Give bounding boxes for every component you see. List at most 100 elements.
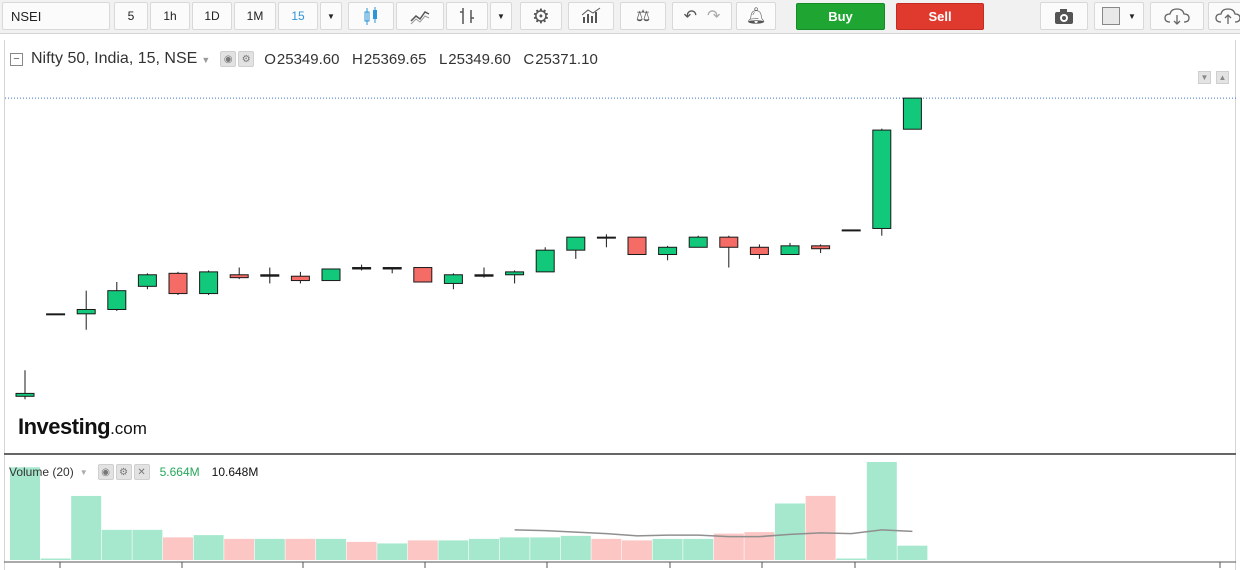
volume-title[interactable]: Volume (20)	[9, 465, 74, 479]
candle-body	[535, 249, 555, 273]
volume-legend: Volume (20) ▼ ◉ ⚙ ✕ 5.664M 10.648M	[9, 464, 258, 480]
interval-1m-button[interactable]: 1M	[234, 2, 276, 30]
candle-body	[719, 236, 739, 248]
settings-button[interactable]: ⚙	[520, 2, 562, 30]
candle-body	[76, 308, 96, 315]
area-style-button[interactable]	[396, 2, 444, 30]
candle-body	[382, 267, 402, 270]
bars-style-button[interactable]	[446, 2, 488, 30]
candle-body	[199, 271, 219, 295]
volume-ma-value: 10.648M	[211, 465, 259, 479]
undo-redo-group: ↶ ↷	[672, 2, 732, 30]
volume-bar	[285, 538, 316, 560]
volume-bar	[866, 462, 897, 560]
low-value: 25349.60	[448, 50, 511, 68]
open-value: 25349.60	[276, 50, 340, 68]
candle-body	[596, 236, 616, 239]
redo-icon[interactable]: ↷	[707, 8, 721, 25]
symbol-search-box[interactable]: NSEI	[2, 2, 110, 30]
gear-icon[interactable]: ⚙	[115, 464, 132, 480]
add-alert-button[interactable]: 🔔︎	[736, 2, 776, 30]
interval-15-button[interactable]: 15	[278, 2, 318, 30]
bars-icon	[460, 8, 474, 24]
volume-value: 5.664M	[159, 465, 200, 479]
buy-button[interactable]: Buy	[796, 3, 885, 30]
top-toolbar: NSEI 5 1h 1D 1M 15 ▼ ▼ ⚙ ⚖ ↶ ↷ 🔔︎ Buy Sel…	[0, 0, 1240, 34]
candle-body	[566, 236, 586, 251]
volume-bar	[713, 533, 744, 560]
interval-5-button[interactable]: 5	[114, 2, 148, 30]
volume-bar	[530, 537, 561, 560]
snapshot-button[interactable]	[1040, 2, 1088, 30]
area-chart-icon	[410, 11, 430, 25]
candle-body	[260, 274, 280, 277]
chart-style-dropdown-button[interactable]: ▼	[490, 2, 512, 30]
volume-bar	[499, 537, 530, 560]
scales-icon: ⚖	[635, 8, 651, 25]
volume-bar	[132, 529, 163, 560]
collapse-legend-icon[interactable]: −	[10, 52, 23, 66]
volume-bar	[163, 537, 193, 560]
compare-button[interactable]: ⚖	[620, 2, 666, 30]
volume-bar	[836, 558, 867, 560]
candle-body	[168, 272, 188, 295]
camera-icon	[1055, 9, 1073, 24]
undo-icon[interactable]: ↶	[683, 8, 697, 25]
candle-body	[780, 245, 800, 256]
logo-brand: Investing	[18, 414, 111, 439]
cloud-upload-icon	[1215, 8, 1240, 24]
volume-ma-line	[514, 529, 913, 538]
close-icon[interactable]: ✕	[133, 464, 150, 480]
layout-button[interactable]: ▼	[1094, 2, 1144, 30]
volume-bar	[683, 538, 714, 560]
interval-dropdown-button[interactable]: ▼	[320, 2, 342, 30]
candles-style-button[interactable]	[348, 2, 394, 30]
candle-body	[688, 236, 708, 248]
interval-1d-button[interactable]: 1D	[192, 2, 232, 30]
gear-icon[interactable]: ⚙	[238, 51, 255, 67]
save-cloud-button[interactable]	[1150, 2, 1204, 30]
volume-bar	[40, 558, 71, 560]
sell-button[interactable]: Sell	[896, 3, 984, 30]
interval-1h-button[interactable]: 1h	[150, 2, 190, 30]
volume-bar	[316, 538, 346, 560]
open-key: O	[264, 50, 276, 68]
series-title[interactable]: Nifty 50, India, 15, NSE	[31, 50, 198, 67]
candle-body	[229, 274, 249, 279]
volume-bar	[377, 543, 408, 560]
gear-icon: ⚙	[532, 5, 550, 28]
caret-down-icon[interactable]: ▼	[201, 55, 211, 65]
candle-body	[137, 274, 157, 287]
candle-body	[352, 267, 372, 270]
candle-body	[290, 275, 310, 282]
pane-separator[interactable]	[4, 453, 1236, 455]
scroll-up-icon[interactable]: ▲	[1216, 71, 1229, 84]
load-cloud-button[interactable]	[1208, 2, 1240, 30]
candle-body	[627, 236, 647, 256]
volume-bar	[346, 541, 377, 560]
candle-body	[841, 229, 861, 232]
caret-down-icon: ▼	[1128, 11, 1136, 21]
candle-body	[443, 274, 463, 284]
chart-area[interactable]	[4, 40, 1236, 570]
candle-body	[321, 268, 341, 282]
close-key: C	[523, 50, 535, 68]
caret-down-icon: ▼	[497, 11, 505, 21]
volume-bar	[469, 538, 499, 560]
eye-icon[interactable]: ◉	[220, 51, 237, 67]
eye-icon[interactable]: ◉	[97, 464, 114, 480]
indicators-button[interactable]	[568, 2, 614, 30]
volume-bar	[101, 529, 132, 560]
candle-body	[749, 246, 769, 256]
high-key: H	[352, 50, 363, 68]
main-series-legend: − Nifty 50, India, 15, NSE ▼ ◉ ⚙ O25349.…	[10, 50, 598, 68]
scroll-down-icon[interactable]: ▼	[1198, 71, 1211, 84]
high-value: 25369.65	[363, 50, 427, 68]
candle-body	[505, 271, 525, 276]
indicators-icon	[581, 7, 601, 23]
candle-body	[107, 290, 127, 310]
volume-bar	[193, 535, 224, 560]
caret-down-icon[interactable]: ▼	[79, 467, 88, 477]
caret-down-icon: ▼	[327, 11, 335, 21]
